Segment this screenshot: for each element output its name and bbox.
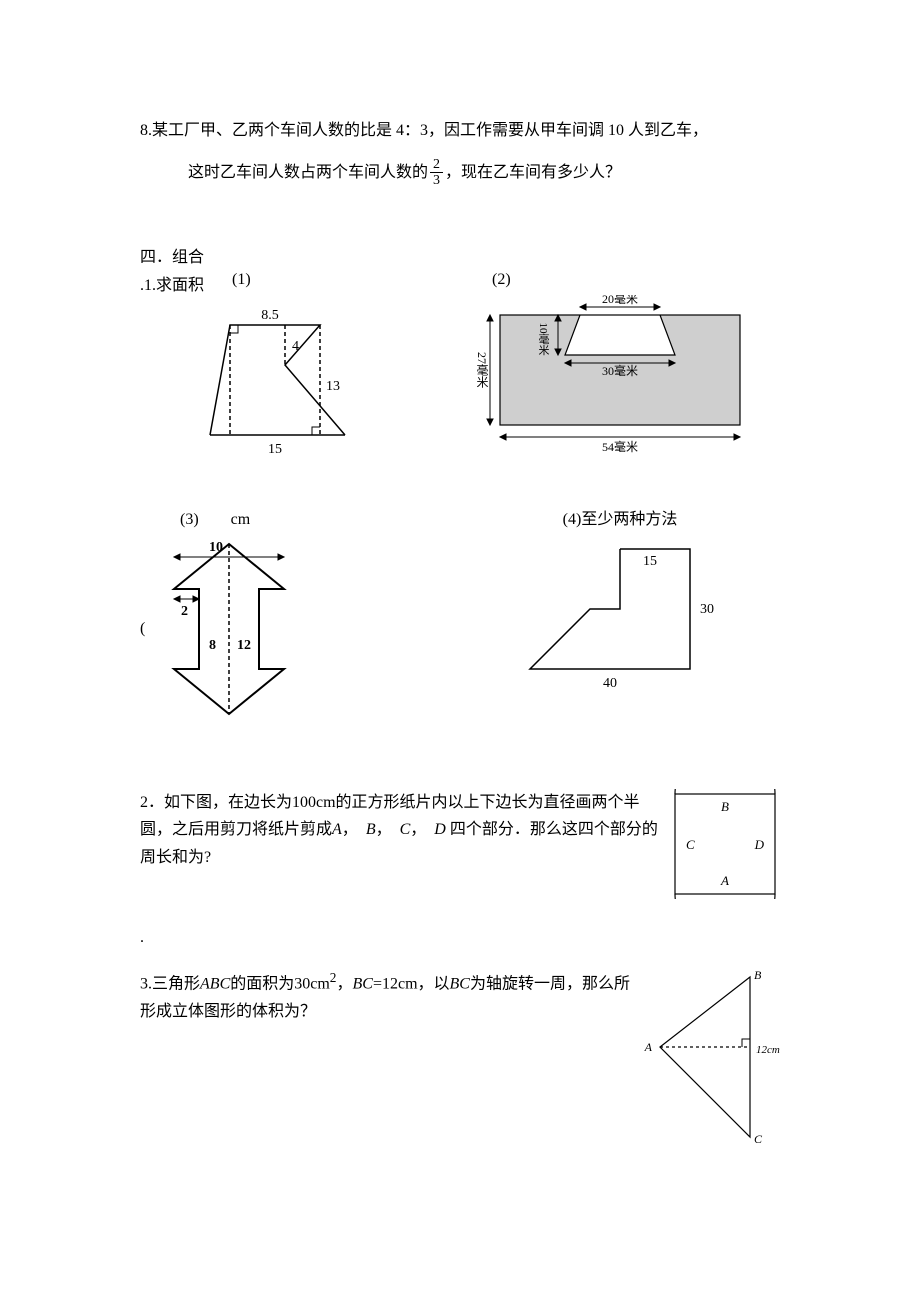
- fig2-svg: 20毫米 10毫米 30毫米 27毫米 54毫米: [460, 295, 760, 455]
- q3-fig-C: C: [754, 1132, 763, 1146]
- fig3-row: (: [140, 529, 309, 729]
- q1-sub1: (1): [232, 271, 251, 295]
- q1-labels-row: .1.求面积 (1) (2): [140, 271, 780, 295]
- q1-right-labels: (2): [492, 271, 780, 295]
- fig3-stem: 8: [209, 638, 216, 653]
- q3-t3: ，: [336, 976, 352, 993]
- fig2-bottom: 54毫米: [602, 439, 638, 454]
- question-3: 3.三角形ABC的面积为30cm2，BC=12cm，以BC为轴旋转一周，那么所形…: [140, 967, 780, 1147]
- q1-sub3-paren: (: [140, 620, 145, 638]
- q1-row1: .1.求面积 (1) (2): [140, 271, 780, 455]
- q3-fig: A B C 12cm: [640, 967, 780, 1147]
- lone-dot: .: [140, 929, 780, 947]
- fig2-traph: 10毫米: [537, 323, 550, 357]
- q2-s3: ，: [410, 821, 434, 838]
- q1-sub4-label: (4)至少两种方法: [563, 505, 678, 529]
- p8-line1: 8.某工厂甲、乙两个车间人数的比是 4：3，因工作需要从甲车间调 10 人到乙车…: [140, 110, 780, 152]
- fig2-wrap: 20毫米 10毫米 30毫米 27毫米 54毫米: [460, 295, 780, 455]
- q3-fig-B: B: [754, 968, 762, 982]
- fig2-recth: 27毫米: [475, 352, 489, 388]
- fig3-gap: 2: [181, 604, 188, 619]
- fig1-wrap: 8.5 4 13 15: [140, 295, 460, 455]
- fig4-svg: 15 30 40: [510, 529, 730, 699]
- q2-A: A: [332, 821, 342, 838]
- fig3-col: (3) cm (: [140, 505, 460, 729]
- q2-s2: ，: [376, 821, 400, 838]
- fig2-top: 20毫米: [602, 295, 638, 306]
- q3-ABC: ABC: [200, 976, 230, 993]
- q2-fig: B C D A: [670, 789, 780, 899]
- q3-t1: 3.三角形: [140, 976, 200, 993]
- q2-fig-B: B: [721, 799, 729, 814]
- q3-BC: BC: [352, 976, 372, 993]
- q1-sub3-label: (3) cm: [140, 505, 250, 529]
- frac-den: 3: [430, 173, 443, 188]
- fig1-right: 13: [326, 379, 340, 394]
- q3-BC2: BC: [450, 976, 470, 993]
- question-2: 2．如下图，在边长为100cm的正方形纸片内以上下边长为直径画两个半圆，之后用剪…: [140, 789, 780, 899]
- q2-fig-D: D: [754, 837, 765, 852]
- section-4-title: 四．组合: [140, 243, 780, 267]
- frac-num: 2: [430, 157, 443, 173]
- q2-B: B: [366, 821, 376, 838]
- q1-row2: (3) cm (: [140, 505, 780, 729]
- q1-label: .1.求面积: [140, 271, 204, 295]
- fig3-svg: 10 2 8 12: [149, 529, 309, 729]
- fig3-head: 12: [237, 638, 251, 653]
- fig1-top: 8.5: [261, 308, 279, 323]
- q1-left-labels: .1.求面积 (1): [140, 271, 492, 295]
- q2-C: C: [400, 821, 411, 838]
- fig3-top: 10: [209, 540, 223, 555]
- p8-line2: 这时乙车间人数占两个车间人数的 2 3 ，现在乙车间有多少人？: [140, 152, 780, 194]
- fig4-bottom: 40: [603, 676, 617, 691]
- q2-text: 2．如下图，在边长为100cm的正方形纸片内以上下边长为直径画两个半圆，之后用剪…: [140, 789, 670, 871]
- p8-line2a: 这时乙车间人数占两个车间人数的: [188, 152, 428, 194]
- q1-figs-row1: 8.5 4 13 15: [140, 295, 780, 455]
- p8-line2b: ，现在乙车间有多少人？: [445, 152, 621, 194]
- fig4-col: (4)至少两种方法 15 30 40: [460, 505, 780, 699]
- fig1-inner: 4: [292, 339, 299, 354]
- q2-fig-A: A: [720, 873, 729, 888]
- fig1-svg: 8.5 4 13 15: [180, 295, 400, 455]
- q3-text: 3.三角形ABC的面积为30cm2，BC=12cm，以BC为轴旋转一周，那么所形…: [140, 967, 640, 1025]
- fig2-mid: 30毫米: [602, 363, 638, 378]
- q2-s1: ，: [342, 821, 366, 838]
- fig4-top: 15: [643, 554, 657, 569]
- q3-fig-len: 12cm: [756, 1044, 780, 1056]
- fig4-right: 30: [700, 602, 714, 617]
- q2-fig-C: C: [686, 837, 695, 852]
- q3-t4: =12cm，以: [373, 976, 450, 993]
- q3-t2: 的面积为30cm: [230, 976, 330, 993]
- fraction-2-3: 2 3: [430, 157, 443, 189]
- q1-sub2: (2): [492, 271, 511, 288]
- q3-fig-A: A: [644, 1040, 653, 1054]
- problem-8: 8.某工厂甲、乙两个车间人数的比是 4：3，因工作需要从甲车间调 10 人到乙车…: [140, 110, 780, 193]
- fig1-bottom: 15: [268, 442, 282, 455]
- q2-D: D: [434, 821, 446, 838]
